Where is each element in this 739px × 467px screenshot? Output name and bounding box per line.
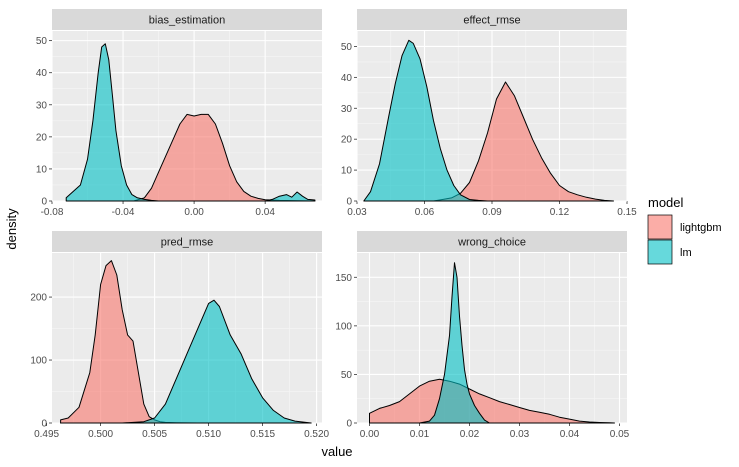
facet-strip-label: wrong_choice [457,237,526,249]
x-tick-label: -0.04 [112,207,135,218]
y-tick-label: 100 [335,321,352,332]
legend-title: model [648,195,684,210]
y-tick-label: 0 [346,419,352,430]
y-tick-label: 20 [341,135,353,146]
x-tick-label: 0.06 [415,207,435,218]
x-tick-label: -0.08 [41,207,64,218]
x-tick-label: 0.02 [460,429,480,440]
facet-strip [357,231,627,252]
x-tick-label: 0.04 [255,207,275,218]
x-tick-label: 0.505 [142,429,167,440]
y-tick-label: 0 [41,419,47,430]
y-tick-label: 0 [346,197,352,208]
y-axis-title: density [4,208,19,250]
y-tick-label: 0 [41,197,47,208]
x-tick-label: 0.520 [304,429,329,440]
x-tick-label: 0.04 [560,429,580,440]
x-tick-label: 0.12 [550,207,570,218]
y-tick-label: 50 [36,36,48,47]
panel-bias_estimation: bias_estimation -0.08 -0.04 0.00 0.04 0 10 20 30… [36,9,322,218]
x-tick-label: 0.00 [184,207,204,218]
y-tick-label: 10 [341,166,353,177]
facet-strip [357,9,627,30]
panel-pred_rmse: pred_rmse 0.495 0.500 0.505 0.510 0.515 0.520 0… [30,231,330,440]
y-tick-label: 50 [341,370,353,381]
legend-label-lightgbm: lightgbm [680,222,722,234]
panel-background [357,253,627,423]
y-tick-label: 10 [36,164,48,175]
y-tick-label: 40 [341,73,353,84]
y-tick-label: 40 [36,68,48,79]
y-tick-label: 30 [36,100,48,111]
facet-strip-label: effect_rmse [463,15,520,27]
y-tick-label: 20 [36,132,48,143]
x-tick-label: 0.03 [510,429,530,440]
panel-wrong_choice: wrong_choice 0.00 0.01 0.02 0.03 0.04 0.05 0 50 1… [335,231,630,440]
y-tick-label: 50 [341,42,353,53]
x-tick-label: 0.00 [360,429,380,440]
facet-strip-label: bias_estimation [149,15,225,27]
panel-effect_rmse: effect_rmse 0.03 0.06 0.09 0.12 0.15 0 10 20 30 40… [341,9,637,218]
x-tick-label: 0.15 [617,207,637,218]
y-tick-label: 30 [341,104,353,115]
density-area-lightgbm [433,81,614,202]
x-tick-label: 0.09 [482,207,502,218]
y-tick-label: 100 [30,356,47,367]
density-area-lm [60,299,312,424]
y-tick-label: 200 [30,293,47,304]
density-area-lm [363,39,488,202]
legend-key-lightgbm [647,214,673,240]
density-area-lm [65,43,316,202]
facet-strip-label: pred_rmse [161,237,214,249]
density-area-lm [419,262,490,424]
legend-key-lm [647,239,673,265]
x-tick-label: 0.500 [88,429,113,440]
x-axis-title: value [321,444,352,459]
x-tick-label: 0.510 [196,429,221,440]
panels: bias_estimation -0.08 -0.04 0.00 0.04 0 10 20 30… [30,9,637,440]
x-tick-label: 0.05 [610,429,630,440]
x-tick-label: 0.03 [347,207,367,218]
x-tick-label: 0.495 [34,429,59,440]
x-tick-label: 0.515 [250,429,275,440]
y-tick-label: 150 [335,273,352,284]
legend: model lightgbm lm [647,195,722,265]
facet-strip [52,9,322,30]
density-area-lightgbm [369,378,615,424]
legend-label-lm: lm [680,247,692,259]
facet-strip [52,231,322,252]
x-tick-label: 0.01 [410,429,430,440]
